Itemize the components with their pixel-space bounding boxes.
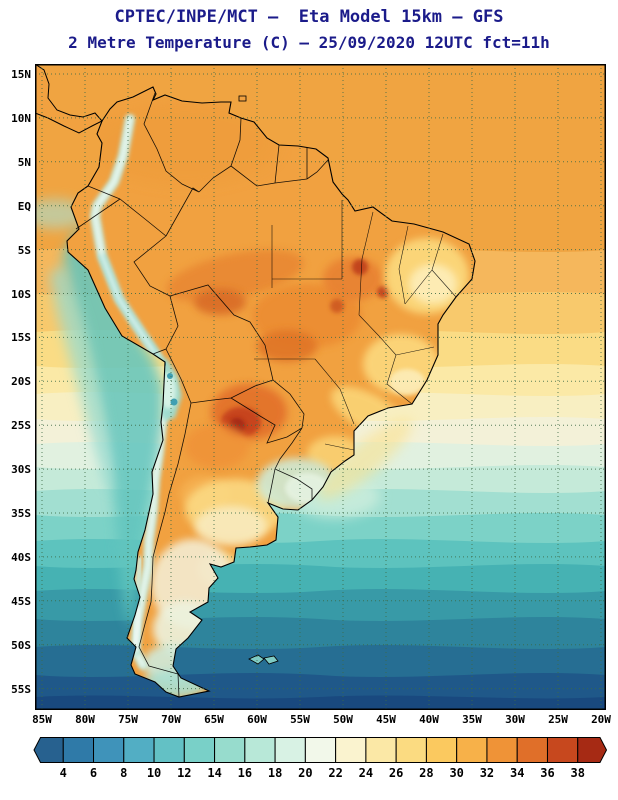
lon-tick-label: 60W bbox=[247, 713, 267, 726]
colorbar-cell bbox=[153, 737, 185, 763]
colorbar-tick-label: 36 bbox=[540, 766, 555, 780]
falkland-islands bbox=[248, 654, 279, 665]
lon-tick-label: 75W bbox=[118, 713, 138, 726]
colorbar-cell bbox=[304, 737, 337, 763]
colorbar-tick-label: 38 bbox=[570, 766, 585, 780]
lat-tick-label: 50S bbox=[11, 638, 31, 652]
colorbar-cell bbox=[274, 737, 306, 763]
map-svg bbox=[23, 63, 606, 710]
colorbar-tick-label: 8 bbox=[120, 766, 128, 780]
colorbar-cell bbox=[456, 737, 488, 763]
lon-tick-label: 65W bbox=[204, 713, 224, 726]
colorbar-tick-label: 26 bbox=[388, 766, 404, 780]
lat-tick-label: 40S bbox=[11, 550, 31, 564]
colorbar-tick-label: 34 bbox=[509, 766, 525, 780]
colorbar-cell bbox=[33, 737, 64, 763]
colorbar-tick-label: 28 bbox=[419, 766, 434, 780]
lon-tick-label: 35W bbox=[462, 713, 482, 726]
colorbar-tick-label: 4 bbox=[59, 766, 67, 780]
colorbar-cell bbox=[577, 737, 608, 763]
lat-tick-label: 5S bbox=[17, 243, 31, 257]
colorbar-cell bbox=[214, 737, 246, 763]
title-line-1: CPTEC/INPE/MCT — Eta Model 15km — GFS bbox=[114, 7, 504, 27]
patagonia-ice-patch bbox=[131, 605, 143, 653]
colorbar-cell bbox=[335, 737, 367, 763]
lon-tick-label: 25W bbox=[548, 713, 568, 726]
lat-tick-label: 45S bbox=[11, 594, 31, 608]
title-line-2: 2 Metre Temperature (C) — 25/09/2020 12U… bbox=[68, 33, 550, 52]
colorbar-tick-label: 12 bbox=[177, 766, 192, 780]
plot-frame bbox=[35, 64, 606, 710]
colorbar-cell bbox=[516, 737, 548, 763]
colorbar-cell bbox=[486, 737, 518, 763]
colorbar-tick-label: 14 bbox=[207, 766, 222, 780]
lat-tick-label: 15S bbox=[11, 331, 31, 345]
lat-tick-label: 20S bbox=[11, 375, 31, 389]
lon-tick-label: 30W bbox=[505, 713, 525, 726]
central-america-landmass bbox=[34, 63, 103, 134]
colorbar-tick-label: 30 bbox=[449, 766, 464, 780]
lon-tick-label: 20W bbox=[591, 713, 611, 726]
colorbar-tick-label: 20 bbox=[298, 766, 313, 780]
colorbar-cell bbox=[244, 737, 276, 763]
lon-tick-label: 40W bbox=[419, 713, 439, 726]
colorbar-svg bbox=[33, 737, 608, 763]
lat-axis: 15N 10N 5N EQ 5S 10S 15S 20S 25S 30S 35S 40S 45S 50S 5… bbox=[2, 64, 33, 710]
colorbar-cell bbox=[93, 737, 125, 763]
lat-tick-label: 25S bbox=[11, 419, 31, 433]
pacific-cold-current bbox=[23, 199, 413, 629]
lon-tick-label: 80W bbox=[75, 713, 95, 726]
trinidad-island bbox=[238, 95, 247, 102]
colorbar-tick-label: 32 bbox=[479, 766, 495, 780]
state-borders bbox=[254, 200, 457, 451]
lat-tick-label: EQ bbox=[17, 199, 31, 213]
colorbar-tick-label: 6 bbox=[89, 766, 98, 780]
lon-tick-label: 55W bbox=[290, 713, 310, 726]
colorbar-cell bbox=[425, 737, 458, 763]
lon-axis: 85W 80W 75W 70W 65W 60W 55W 50W 45W 40W 35W 30W 25W 2… bbox=[32, 713, 611, 728]
lat-tick-label: 5N bbox=[17, 155, 31, 169]
lat-tick-label: 15N bbox=[11, 68, 31, 81]
colorbar-tick-label: 22 bbox=[328, 766, 343, 780]
lat-tick-label: 35S bbox=[11, 507, 31, 520]
lon-tick-label: 45W bbox=[376, 713, 396, 726]
colorbar-cell bbox=[123, 737, 155, 763]
colorbar-tick-label: 24 bbox=[358, 766, 374, 780]
lat-tick-label: 30S bbox=[11, 463, 31, 477]
colorbar-tick-label: 16 bbox=[237, 766, 253, 780]
colorbar-cell bbox=[365, 737, 397, 763]
colorbar-cell bbox=[546, 737, 579, 763]
colorbar-labels: 4 6 8 10 12 14 16 18 20 22 24 26 28 30 32 34 36 38 bbox=[33, 766, 608, 782]
lat-tick-label: 10N bbox=[11, 111, 31, 125]
lon-tick-label: 85W bbox=[32, 713, 52, 726]
colorbar-cell bbox=[395, 737, 427, 763]
colorbar-tick-label: 10 bbox=[146, 766, 162, 780]
lon-tick-label: 70W bbox=[161, 713, 181, 726]
colorbar-cell bbox=[62, 737, 95, 763]
lon-tick-label: 50W bbox=[333, 713, 353, 726]
colorbar bbox=[33, 737, 608, 763]
coastline bbox=[66, 86, 476, 698]
lat-tick-label: 10S bbox=[11, 287, 31, 301]
colorbar-cell bbox=[183, 737, 216, 763]
lat-tick-label: 55S bbox=[11, 682, 31, 696]
colorbar-tick-label: 18 bbox=[267, 766, 283, 780]
map-plot bbox=[23, 63, 606, 710]
